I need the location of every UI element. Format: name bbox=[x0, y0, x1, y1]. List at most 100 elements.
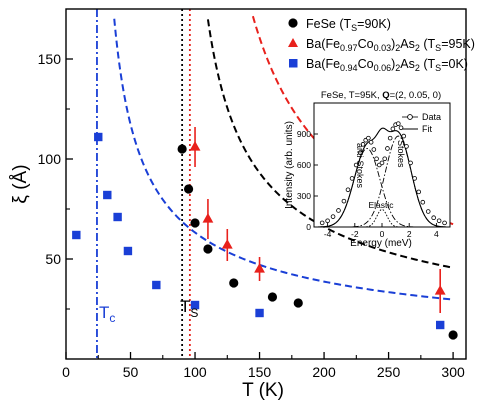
legend-fese-sub: S bbox=[351, 23, 357, 33]
data-point-series-0-0 bbox=[177, 144, 187, 154]
inset-fit-curve bbox=[318, 127, 446, 228]
fit-curve-series-2 bbox=[113, 18, 454, 301]
data-point-series-0-6 bbox=[293, 298, 303, 308]
y-axis-label: ξ (Å) bbox=[10, 164, 31, 203]
legend-fese-main: FeSe (T bbox=[306, 17, 352, 31]
legend-co3-close: ) bbox=[391, 37, 395, 51]
inset-y-tick-label-1: 300 bbox=[297, 191, 311, 201]
data-point-series-2-1 bbox=[94, 132, 103, 142]
legend-fese-tail: =90K) bbox=[357, 17, 391, 31]
inset-x-tick-label-2: 0 bbox=[380, 229, 385, 239]
inset-data-point-2 bbox=[330, 214, 336, 219]
data-point-series-0-4 bbox=[229, 278, 239, 288]
y-tick-label-1: 100 bbox=[38, 151, 62, 167]
tc-annotation-sub: c bbox=[109, 311, 115, 325]
main-vertical-lines bbox=[96, 9, 191, 359]
legend-co6-as: As bbox=[400, 57, 415, 71]
plot-frame bbox=[65, 8, 467, 360]
main-data-points bbox=[72, 132, 458, 340]
inset-data-point-28 bbox=[416, 189, 422, 195]
legend-co6-sub1: 0.94 bbox=[340, 63, 358, 73]
inset-data-point-4 bbox=[341, 198, 347, 204]
inset-data-point-32 bbox=[436, 218, 442, 224]
legend-co3-sub5: S bbox=[435, 43, 441, 53]
inset-chart: -4 -2 0 2 4 0 300 600 900 FeSe, T=95K, Q=(2, 0.0… bbox=[284, 90, 451, 249]
inset-data-point-9 bbox=[360, 142, 366, 147]
ts-annotation: TS bbox=[180, 297, 198, 320]
data-point-series-1-1 bbox=[202, 213, 214, 223]
x-tick-label-3: 150 bbox=[248, 364, 272, 380]
inset-data-point-13 bbox=[371, 147, 377, 152]
tc-annotation: Tc bbox=[99, 303, 115, 325]
inset-data-point-16 bbox=[379, 160, 385, 166]
inset-y-tick-label-3: 900 bbox=[297, 129, 311, 139]
tc-annotation-main: T bbox=[99, 303, 109, 322]
inset-title-bold: Q bbox=[382, 90, 389, 101]
ts-annotation-main: T bbox=[180, 297, 190, 316]
ts-annotation-sub: S bbox=[190, 306, 198, 320]
inset-y-tick-label-2: 600 bbox=[297, 160, 311, 170]
inset-data-point-31 bbox=[431, 215, 436, 221]
inset-data-point-12 bbox=[368, 139, 374, 145]
data-point-series-1-4 bbox=[434, 285, 446, 295]
inset-label-stokes: Stokes bbox=[396, 140, 406, 168]
legend-entry-fese: FeSe (TS=90K) bbox=[306, 17, 391, 33]
legend-co3-sub2: 0.03 bbox=[374, 43, 392, 53]
inset-ticks: -4 -2 0 2 4 0 300 600 900 bbox=[297, 129, 439, 239]
inset-data-points bbox=[319, 121, 447, 226]
legend: FeSe (TS=90K) Ba(Fe0.97Co0.03)2As2 (TS=9… bbox=[288, 17, 475, 73]
inset-title-post: =(2, 0.05, 0) bbox=[390, 90, 442, 101]
inset-data-point-19 bbox=[387, 135, 393, 141]
inset-data-point-27 bbox=[412, 176, 417, 181]
legend-co3-sub4: 2 bbox=[415, 43, 420, 53]
inset-x-tick-label-3: 2 bbox=[407, 229, 412, 239]
inset-legend-data-marker bbox=[407, 114, 413, 120]
inset-data-point-18 bbox=[385, 146, 390, 151]
legend-co3-main: Ba(Fe bbox=[306, 37, 340, 51]
inset-data-point-11 bbox=[366, 135, 371, 141]
inset-title-pre: FeSe, T=95K, bbox=[321, 90, 382, 101]
x-tick-label-0: 0 bbox=[62, 364, 70, 380]
inset-legend-fit: Fit bbox=[422, 124, 432, 134]
legend-co3-tail: =95K) bbox=[441, 37, 475, 51]
data-point-series-2-2 bbox=[103, 190, 112, 200]
data-point-series-0-1 bbox=[183, 184, 194, 194]
x-tick-label-5: 250 bbox=[377, 364, 401, 380]
data-point-series-1-2 bbox=[221, 239, 233, 249]
y-tick-label-2: 150 bbox=[38, 51, 62, 67]
legend-co6-ts: (T bbox=[420, 57, 436, 71]
data-point-series-2-8 bbox=[435, 320, 445, 330]
inset-data-point-30 bbox=[425, 209, 431, 214]
legend-co6-main: Ba(Fe bbox=[306, 57, 340, 71]
legend-marker-fese bbox=[288, 18, 298, 28]
legend-co6-sub2: 0.06 bbox=[374, 63, 392, 73]
inset-data-point-23 bbox=[398, 125, 404, 131]
data-point-series-2-6 bbox=[190, 300, 200, 310]
inset-data-point-7 bbox=[353, 162, 359, 168]
fit-curve-series-0 bbox=[206, 19, 454, 269]
inset-data-point-26 bbox=[408, 160, 413, 166]
data-point-series-0-5 bbox=[267, 292, 278, 302]
inset-data-point-25 bbox=[404, 144, 409, 149]
data-point-series-2-0 bbox=[72, 230, 81, 240]
inset-x-axis-label: Energy (meV) bbox=[350, 238, 412, 249]
legend-marker-co6 bbox=[289, 59, 298, 68]
data-point-series-0-2 bbox=[190, 218, 200, 228]
legend-co3-sub3: 2 bbox=[395, 43, 400, 53]
inset-data-point-0 bbox=[319, 220, 325, 226]
inset-title: FeSe, T=95K, Q=(2, 0.05, 0) bbox=[321, 90, 441, 101]
x-tick-label-4: 200 bbox=[312, 364, 336, 380]
inset-label-anti-stokes: anti-Stokes bbox=[355, 143, 365, 189]
y-tick-label-0: 50 bbox=[45, 251, 61, 267]
data-point-series-1-3 bbox=[254, 263, 265, 273]
data-point-series-2-3 bbox=[113, 212, 122, 222]
inset-data-point-1 bbox=[325, 218, 330, 224]
inset-data-point-17 bbox=[382, 156, 388, 162]
inset-data-point-6 bbox=[349, 176, 355, 181]
inset-fit-line bbox=[318, 127, 446, 228]
legend-marker-co3 bbox=[288, 38, 298, 47]
inset-data-point-22 bbox=[396, 121, 401, 126]
data-point-series-2-4 bbox=[123, 246, 133, 256]
legend-co3-mid: Co bbox=[358, 37, 374, 51]
